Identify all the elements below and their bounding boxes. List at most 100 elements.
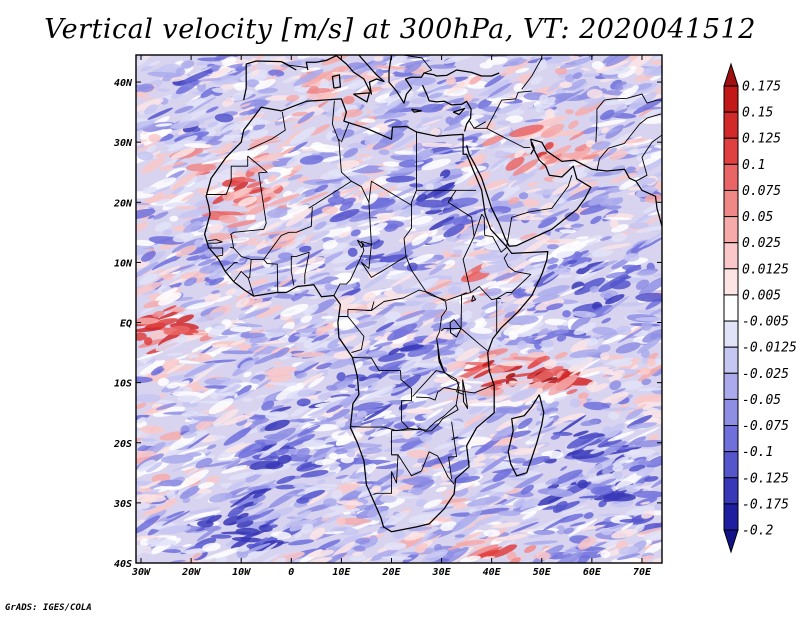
country-border <box>304 252 310 285</box>
colorbar-box <box>723 294 739 322</box>
colorbar-label: 0.0125 <box>742 262 789 277</box>
country-border <box>347 301 375 311</box>
country-border <box>283 61 308 69</box>
x-tick-label: 0 <box>288 567 294 578</box>
country-border <box>373 404 459 495</box>
y-tick-label: 40N <box>114 78 133 89</box>
colorbar-box <box>723 85 739 113</box>
country-border <box>290 251 310 286</box>
colorbar-box <box>723 425 739 453</box>
y-tick-label: 40S <box>114 559 132 570</box>
colorbar-label: 0.005 <box>742 288 781 303</box>
country-border <box>224 261 238 272</box>
country-border <box>415 387 445 401</box>
country-border <box>350 426 409 432</box>
colorbar-label: -0.175 <box>742 497 789 512</box>
country-border <box>447 190 475 293</box>
country-border <box>340 122 350 143</box>
country-border <box>207 239 223 244</box>
colorbar-box <box>723 346 739 374</box>
country-border <box>521 57 543 90</box>
colorbar-box <box>723 451 739 479</box>
colorbar-label: 0.125 <box>742 132 781 147</box>
coastline <box>243 60 297 101</box>
colorbar-label: 0.1 <box>742 158 765 173</box>
colorbar-label: -0.2 <box>742 524 773 539</box>
map-overlay <box>203 55 662 533</box>
country-border <box>368 180 412 206</box>
country-border <box>474 127 531 149</box>
country-border <box>444 384 494 394</box>
x-tick-label: 10W <box>232 567 251 578</box>
country-border <box>448 421 458 479</box>
country-border <box>403 55 433 74</box>
country-border <box>635 134 662 182</box>
y-tick-label: 20N <box>113 198 133 209</box>
y-tick-label: 10N <box>114 258 133 269</box>
country-border <box>360 244 407 278</box>
country-border <box>352 356 444 431</box>
colorbar-label: 0.075 <box>742 184 781 199</box>
colorbar-label: -0.05 <box>742 393 781 408</box>
country-border <box>263 207 313 293</box>
velocity-field <box>136 55 662 563</box>
country-border <box>469 120 486 129</box>
country-border <box>207 247 224 257</box>
y-tick-label: 10S <box>114 379 132 390</box>
y-tick-label: 20S <box>113 439 132 450</box>
colorbar-bottom-arrow <box>723 529 739 554</box>
colorbar-label: -0.1 <box>742 445 773 460</box>
y-tick-label: 30N <box>113 138 133 149</box>
x-tick-label: 30E <box>432 567 452 578</box>
coastline <box>203 98 549 533</box>
colorbar-box <box>723 320 739 348</box>
coastline <box>465 138 662 247</box>
x-tick-label: 70E <box>633 567 652 578</box>
coastline <box>353 92 371 103</box>
x-tick-label: 10E <box>332 567 351 578</box>
lake-outline <box>471 295 477 302</box>
country-border <box>451 436 459 441</box>
colorbar-label: -0.025 <box>742 367 789 382</box>
colorbar-box <box>723 163 739 191</box>
country-border <box>506 175 573 247</box>
colorbar-box <box>723 503 739 531</box>
coastline <box>411 108 423 113</box>
grads-credit: GrADS: IGES/COLA <box>5 603 92 613</box>
colorbar-label: 0.025 <box>742 236 781 251</box>
lake-outline <box>449 319 462 338</box>
colorbar-label: -0.075 <box>742 419 789 434</box>
country-border <box>229 155 268 236</box>
country-border <box>338 138 341 142</box>
coastline <box>388 55 500 104</box>
country-border <box>460 292 467 329</box>
colorbar-box <box>723 242 739 270</box>
x-tick-label: 20E <box>381 567 401 578</box>
plot-frame <box>135 54 663 564</box>
country-border <box>486 90 532 129</box>
x-tick-label: 50E <box>533 567 552 578</box>
country-border <box>233 270 249 282</box>
coastline <box>331 74 342 89</box>
coastline <box>507 394 545 477</box>
colorbar-box <box>723 137 739 165</box>
colorbar-label: 0.15 <box>742 106 773 121</box>
country-border <box>366 289 465 396</box>
y-tick-label: EQ <box>120 319 132 330</box>
country-border <box>473 213 507 253</box>
coastline <box>305 55 385 95</box>
coastline <box>530 141 535 155</box>
coastline <box>421 84 472 132</box>
y-tick-label: 30S <box>113 499 132 510</box>
country-border <box>403 190 501 301</box>
colorbar-label: -0.005 <box>742 315 789 330</box>
colorbar: 0.175 0.15 0.125 0.1 0.075 0.05 0.025 0.0125 0.0… <box>723 62 797 554</box>
country-border <box>206 156 249 195</box>
colorbar-box <box>723 477 739 505</box>
colorbar-label: -0.0125 <box>742 341 797 356</box>
country-border <box>496 253 532 333</box>
x-tick-label: 20W <box>181 567 201 578</box>
coastline <box>452 107 466 116</box>
colorbar-box <box>723 268 739 296</box>
